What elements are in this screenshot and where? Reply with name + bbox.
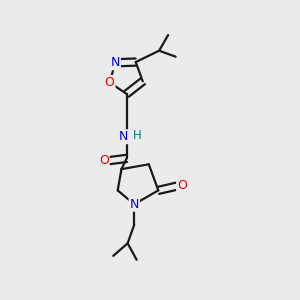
Text: O: O bbox=[99, 154, 109, 167]
Text: O: O bbox=[105, 76, 115, 89]
Text: H: H bbox=[133, 129, 142, 142]
Text: O: O bbox=[177, 179, 187, 192]
Text: N: N bbox=[111, 56, 120, 69]
Text: N: N bbox=[130, 198, 139, 211]
Text: N: N bbox=[119, 130, 128, 143]
